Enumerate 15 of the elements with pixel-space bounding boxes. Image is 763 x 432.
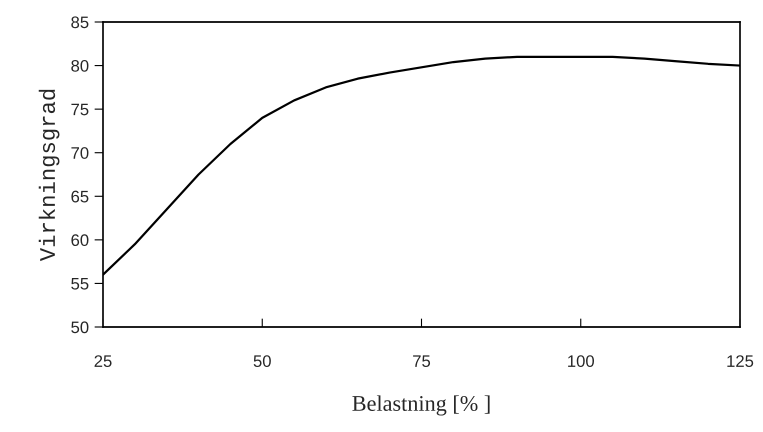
y-tick-label: 85 <box>71 16 88 28</box>
y-tick-label: 55 <box>71 278 88 290</box>
x-tick-label: 25 <box>94 355 112 368</box>
x-tick-label: 125 <box>727 355 754 368</box>
y-tick-label: 50 <box>71 321 88 334</box>
y-tick-label: 80 <box>71 60 88 72</box>
y-axis-title: Virkningsgrad <box>38 90 60 262</box>
x-tick-label: 100 <box>568 355 594 368</box>
x-tick-label: 50 <box>254 355 271 368</box>
y-tick-label: 70 <box>71 147 88 159</box>
y-tick-label: 75 <box>71 104 88 116</box>
x-tick-label: 75 <box>413 355 430 368</box>
y-tick-label: 60 <box>71 234 88 246</box>
x-axis-title: Belastning [% ] <box>352 395 490 416</box>
y-tick-label: 65 <box>71 190 88 202</box>
